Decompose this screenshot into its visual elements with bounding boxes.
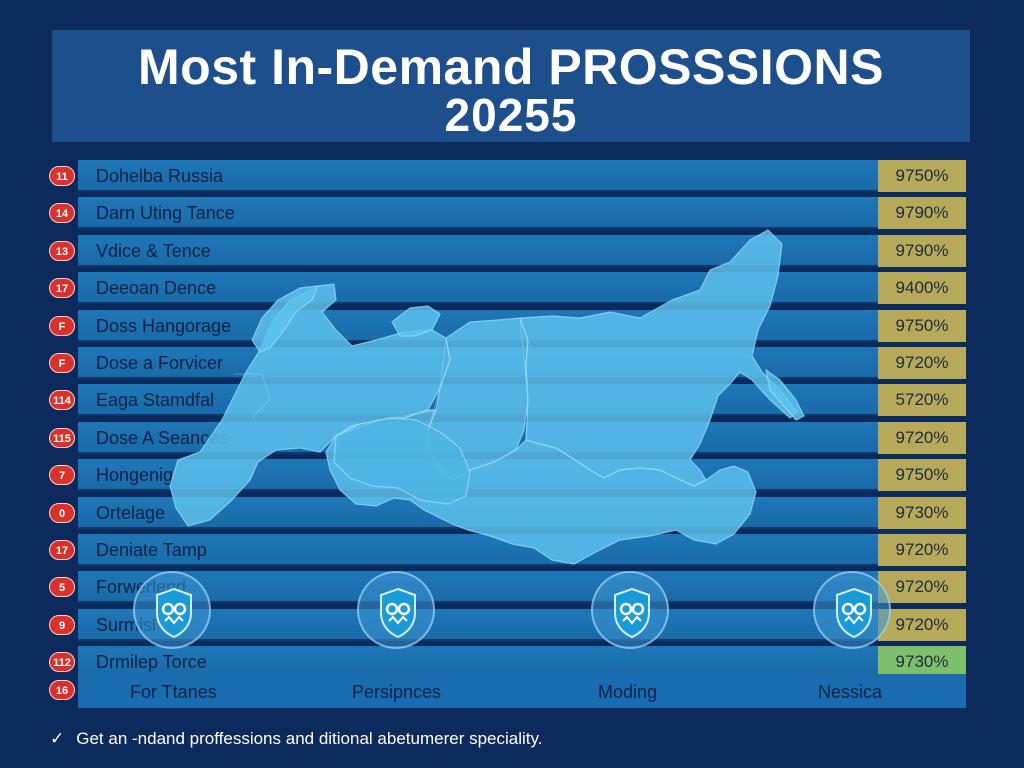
row-bar [78,160,878,192]
profession-label: Dose a Forvicer [96,353,224,373]
percent-value: 5720% [878,384,966,417]
profession-label: Deniate Tamp [96,540,207,560]
percent-value: 9790% [878,234,966,267]
row-bar [78,496,878,529]
ranking-row: 0 Ortelage 9730% [0,495,1024,531]
profession-label: Darn Uting Tance [96,203,235,224]
row-bar [78,571,878,604]
rank-badge: 112 [49,652,75,673]
ranking-row: 114 Eaga Stamdfal 5720% [0,382,1024,418]
profession-label: Ortelage [96,502,166,523]
ranking-row: 17 Deeoan Dence 9400% [0,270,1024,306]
ranking-row: 115 Dose A Seances 9720% [0,420,1024,456]
ranking-row: 7 Hongenig 9750% [0,457,1024,493]
rank-badge: 9 [49,614,75,635]
category-rank-badge: 16 [49,680,75,700]
rank-badge: 17 [49,278,75,299]
percent-value: 9720% [878,608,966,641]
row-bar [78,459,878,492]
rank-badge: 115 [49,427,75,448]
profession-label: Deeoan Dence [96,278,217,299]
shield-icon [813,571,891,649]
category-label-3: Moding [598,682,658,702]
profession-label: Dohelba Russia [96,166,224,186]
shield-icon [133,571,211,649]
percent-value: 9720% [878,571,966,604]
shield-icon [357,571,435,649]
profession-label: Doss Hangorage [96,315,232,336]
ranking-row: 9 Surmisl 9720% [0,607,1024,643]
percent-value: 9730% [878,496,966,529]
rank-badge: 17 [49,540,75,560]
profession-label: Hongenig [96,465,174,486]
rank-badge: 7 [49,465,75,486]
title-panel: Most In-Demand PROSSSIONS 20255 [52,30,970,142]
profession-label: Eaga Stamdfal [96,390,215,411]
ranking-row: 112 Drmilep Torce 9730% [0,644,1024,680]
percent-value: 9720% [878,534,966,566]
profession-label: Vdice & Tence [96,240,211,261]
percent-value: 9400% [878,272,966,305]
percent-value: 9750% [878,459,966,492]
footer-text: Get an -ndand proffessions and ditional … [76,729,543,748]
rank-badge: F [49,353,75,373]
ranking-row: F Doss Hangorage 9750% [0,308,1024,344]
category-label-1: For Ttanes [130,682,217,702]
profession-label: Dose A Seances [96,427,229,448]
category-label-2: Persipnces [352,682,442,702]
percent-value: 9750% [878,309,966,342]
ranking-row: 14 Darn Uting Tance 9790% [0,195,1024,231]
shield-icon [591,571,669,649]
ranking-row: 13 Vdice & Tence 9790% [0,233,1024,269]
page-subtitle-year: 20255 [444,89,578,141]
footer-note: ✓ Get an -ndand proffessions and ditional… [50,729,542,749]
page-title: Most In-Demand PROSSSIONS [138,39,884,95]
rank-badge: F [49,315,75,336]
ranking-row: 11 Dohelba Russia 9750% [0,158,1024,194]
ranking-row: 17 Deniate Tamp 9720% [0,532,1024,568]
percent-value: 9720% [878,347,966,379]
row-bar [78,608,878,641]
category-label-4: Nessica [818,682,883,702]
percent-value: 9750% [878,160,966,192]
percent-value: 9790% [878,197,966,230]
rank-badge: 14 [49,203,75,224]
profession-label: Drmilep Torce [96,652,207,673]
check-icon: ✓ [50,729,65,748]
row-bar [78,197,878,230]
rank-badge: 0 [49,502,75,523]
rank-badge: 5 [49,577,75,598]
rank-badge: 13 [49,240,75,261]
percent-value: 9720% [878,421,966,454]
percent-value: 9730% [878,646,966,679]
category-row: For Ttanes Persipnces Moding Nessica [78,674,966,708]
rank-badge: 11 [49,166,75,186]
ranking-row: F Dose a Forvicer 9720% [0,345,1024,381]
rank-badge: 114 [49,390,75,411]
